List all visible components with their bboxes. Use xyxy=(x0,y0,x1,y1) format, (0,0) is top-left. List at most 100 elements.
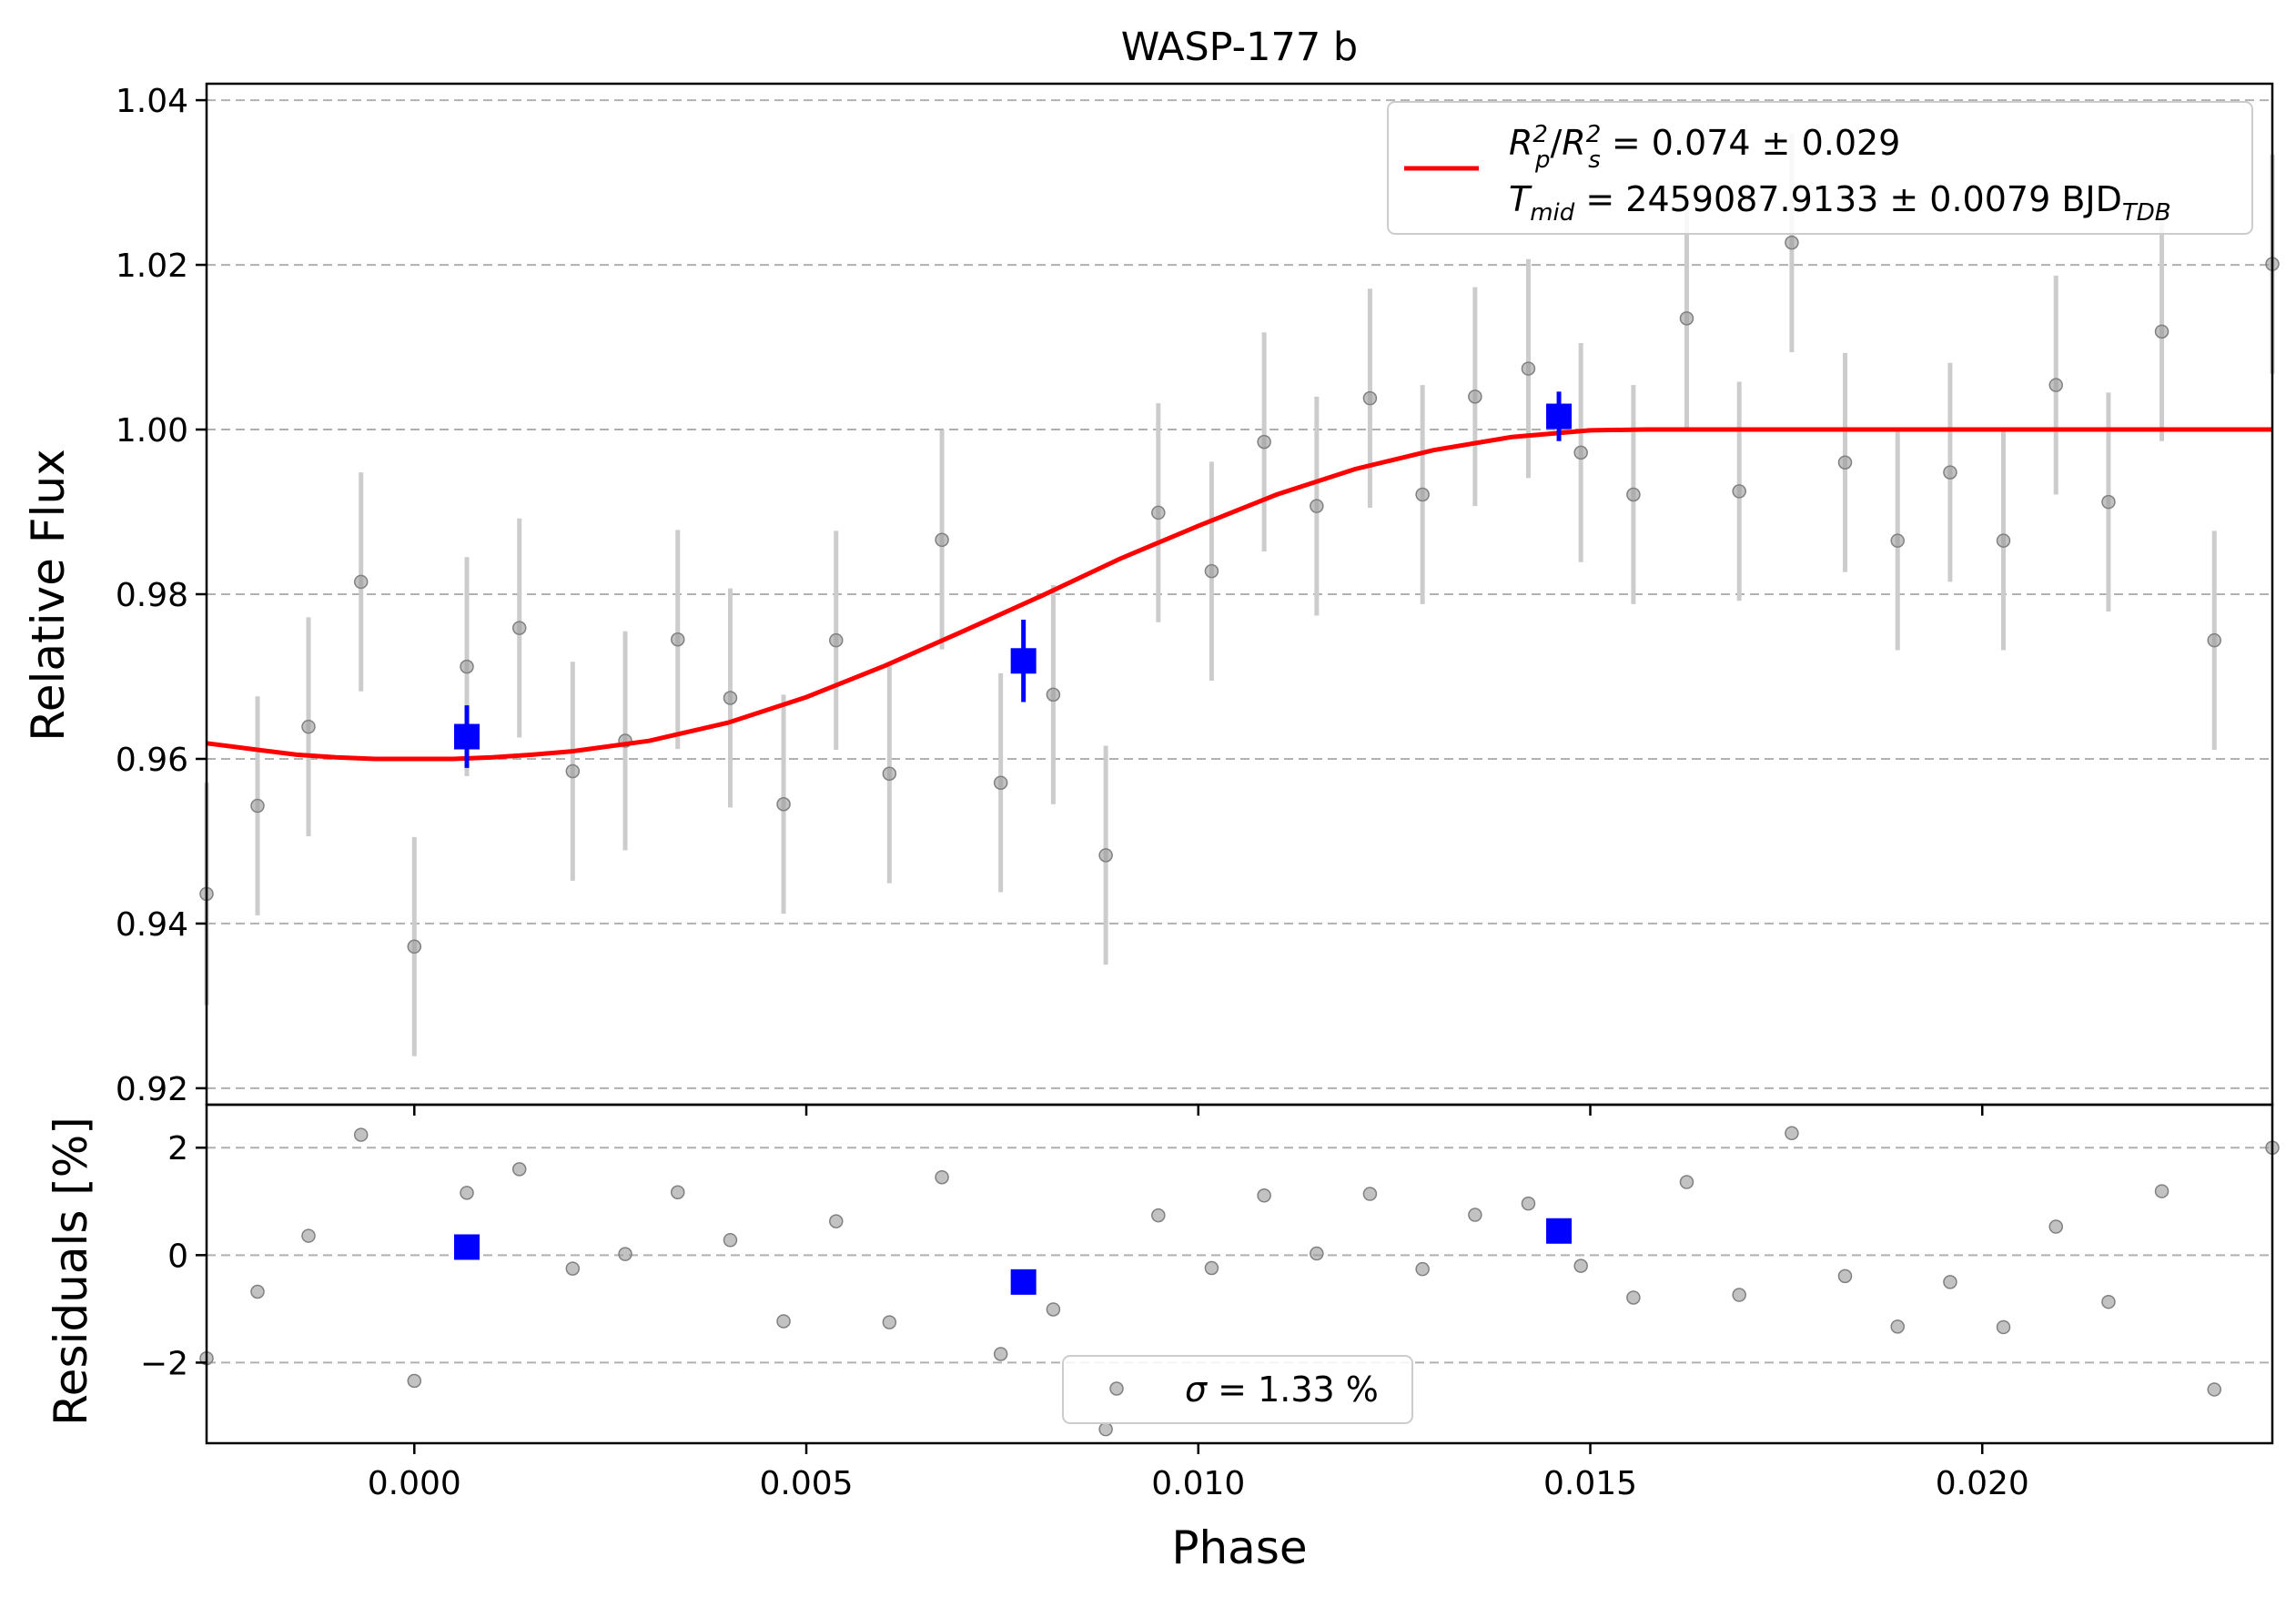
top-y-tick-label: 0.96 xyxy=(116,742,188,779)
residual-point xyxy=(1837,1268,1853,1284)
data-point xyxy=(1996,533,2011,548)
top-grid xyxy=(207,99,2272,1089)
residual-point xyxy=(353,1127,369,1142)
data-point xyxy=(1098,848,1113,863)
top-y-tick-label: 1.02 xyxy=(116,248,188,285)
bottom-legend-swatch xyxy=(1109,1381,1124,1396)
top-y-ticks: 0.92 0.94 0.96 0.98 1.00 1.02 1.04 xyxy=(116,83,207,1108)
residual-point xyxy=(1204,1260,1219,1276)
top-binned-points xyxy=(454,391,1573,768)
x-tick-label: 0.005 xyxy=(760,1465,854,1502)
top-y-tick-label: 0.94 xyxy=(116,906,188,944)
x-tick-label: 0.020 xyxy=(1936,1465,2029,1502)
residual-point xyxy=(2207,1382,2222,1397)
residual-binned-point xyxy=(1010,1268,1037,1295)
top-y-tick-label: 1.04 xyxy=(116,83,188,120)
residual-point xyxy=(301,1228,316,1243)
top-y-tick-label: 0.98 xyxy=(116,577,188,614)
residual-point xyxy=(935,1169,949,1185)
residual-binned-point xyxy=(454,1234,480,1260)
residual-point xyxy=(1362,1187,1378,1201)
bottom-y-axis-label: Residuals [%] xyxy=(45,1117,97,1426)
data-point xyxy=(1415,487,1430,502)
data-point xyxy=(1890,533,1905,548)
residual-point xyxy=(565,1261,581,1276)
top-legend: R2 p/R2 s = 0.074 ± 0.029 Tmid = 2459087.9… xyxy=(1387,101,2253,235)
bottom-y-tick-label: 2 xyxy=(167,1130,188,1167)
chart-title: WASP-177 b xyxy=(1121,25,1358,70)
data-point xyxy=(935,532,949,548)
top-y-axis-label: Relative Flux xyxy=(22,449,75,741)
binned-point xyxy=(1546,403,1573,430)
data-point xyxy=(511,621,527,635)
x-tick-label: 0.015 xyxy=(1543,1465,1637,1502)
data-point xyxy=(565,763,581,779)
x-tick-label: 0.010 xyxy=(1151,1465,1245,1502)
residual-point xyxy=(1046,1302,1061,1317)
residual-point xyxy=(511,1162,527,1177)
data-point xyxy=(1257,434,1271,450)
top-legend-box xyxy=(1387,101,2253,235)
residual-point xyxy=(776,1314,791,1329)
x-tick-label: 0.000 xyxy=(368,1465,461,1502)
data-point xyxy=(301,719,316,734)
binned-point xyxy=(454,723,480,750)
data-point xyxy=(1943,465,1957,480)
residual-point xyxy=(1732,1288,1746,1302)
data-point xyxy=(1362,390,1378,406)
data-point xyxy=(723,691,738,705)
data-point xyxy=(1837,455,1853,470)
data-point xyxy=(1310,499,1324,513)
sigma-label: σ = 1.33 % xyxy=(1185,1369,1379,1410)
bottom-y-ticks: −2 0 2 xyxy=(140,1130,207,1382)
residual-point xyxy=(1257,1188,1271,1203)
residual-point xyxy=(1310,1246,1324,1261)
x-ticks: 0.000 0.005 0.010 0.015 0.020 xyxy=(368,1105,2029,1502)
residual-point xyxy=(829,1214,844,1228)
residual-binned-points xyxy=(454,1218,1573,1295)
data-point xyxy=(829,632,844,648)
legend-line-1: R2 p/R2 s = 0.074 ± 0.029 xyxy=(1509,121,1900,174)
residual-point xyxy=(1626,1290,1641,1305)
bottom-grid xyxy=(207,1147,2272,1364)
bottom-y-tick-label: 0 xyxy=(167,1238,188,1275)
binned-point xyxy=(1010,648,1037,674)
residual-point xyxy=(1573,1258,1588,1273)
bottom-legend: σ = 1.33 % xyxy=(1062,1355,1413,1424)
data-point xyxy=(1468,389,1482,404)
data-point xyxy=(1785,235,1799,250)
bottom-y-tick-label: −2 xyxy=(140,1345,188,1382)
top-data-points xyxy=(199,235,2280,955)
residual-point xyxy=(723,1233,738,1248)
x-axis-label: Phase xyxy=(1171,1521,1307,1574)
data-point xyxy=(1732,484,1746,499)
residual-point xyxy=(993,1347,1008,1361)
residual-point xyxy=(882,1315,897,1329)
residual-point xyxy=(1151,1208,1166,1223)
data-point xyxy=(1204,563,1219,579)
data-point xyxy=(882,766,897,782)
residual-binned-point xyxy=(1546,1218,1573,1244)
data-point xyxy=(460,659,474,674)
top-y-tick-label: 0.92 xyxy=(116,1071,188,1108)
data-point xyxy=(1151,505,1166,521)
data-point xyxy=(353,574,369,590)
residual-point xyxy=(1943,1275,1957,1289)
residual-point xyxy=(1521,1196,1536,1211)
data-point xyxy=(407,939,422,955)
residual-point xyxy=(1679,1175,1694,1189)
data-point xyxy=(250,798,265,814)
residual-point xyxy=(2048,1219,2063,1234)
data-point xyxy=(670,632,685,647)
data-point xyxy=(1626,487,1641,502)
data-point xyxy=(1573,445,1588,460)
residual-point xyxy=(618,1247,632,1261)
data-point xyxy=(993,775,1008,790)
data-point xyxy=(1521,361,1536,376)
residual-points xyxy=(199,1126,2280,1437)
residual-point xyxy=(1785,1126,1799,1141)
data-point xyxy=(1046,687,1061,702)
bottom-axes-frame xyxy=(205,1103,2274,1445)
